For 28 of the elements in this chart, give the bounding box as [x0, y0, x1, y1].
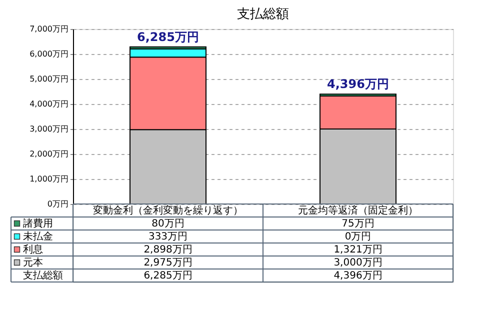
- text: 支払総額: [23, 270, 63, 282]
- data-label: 0万円: [344, 232, 372, 242]
- data-label: 333万円: [148, 232, 188, 242]
- y-tick-label: 4,000万円: [30, 100, 68, 108]
- data-label: 2,975万円: [144, 258, 192, 268]
- x-tick-label: 変動金利（金利変動を繰り返す）: [93, 204, 243, 216]
- data-label: 75万円: [342, 218, 374, 230]
- y-tick-label: 5,000万円: [30, 74, 68, 84]
- chart-title: 支払総額: [237, 7, 289, 22]
- data-label: 2,898万円: [144, 244, 192, 256]
- data-label: 1,321万円: [334, 244, 382, 256]
- x-tick-label: 元金均等返済（固定金利）: [298, 204, 418, 216]
- y-tick-label: 2,000万円: [30, 150, 68, 158]
- y-tick-label: 1,000万円: [30, 174, 68, 184]
- data-label: 80万円: [152, 218, 184, 230]
- total-label: 6,285万円: [137, 30, 199, 44]
- legend-label: 未払金: [23, 230, 53, 242]
- y-tick-label: 6,000万円: [30, 50, 68, 58]
- text: 4,396万円: [334, 270, 382, 282]
- legend-label: 諸費用: [23, 218, 53, 230]
- y-tick-label: 3,000万円: [30, 124, 68, 134]
- y-tick-label: 7,000万円: [30, 24, 68, 34]
- y-tick-label: 0万円: [47, 200, 68, 208]
- total-label: 4,396万円: [327, 77, 389, 92]
- text: 6,285万円: [144, 270, 192, 282]
- legend-label: 利息: [23, 244, 43, 256]
- legend-label: 元本: [23, 256, 43, 268]
- data-label: 3,000万円: [334, 258, 382, 268]
